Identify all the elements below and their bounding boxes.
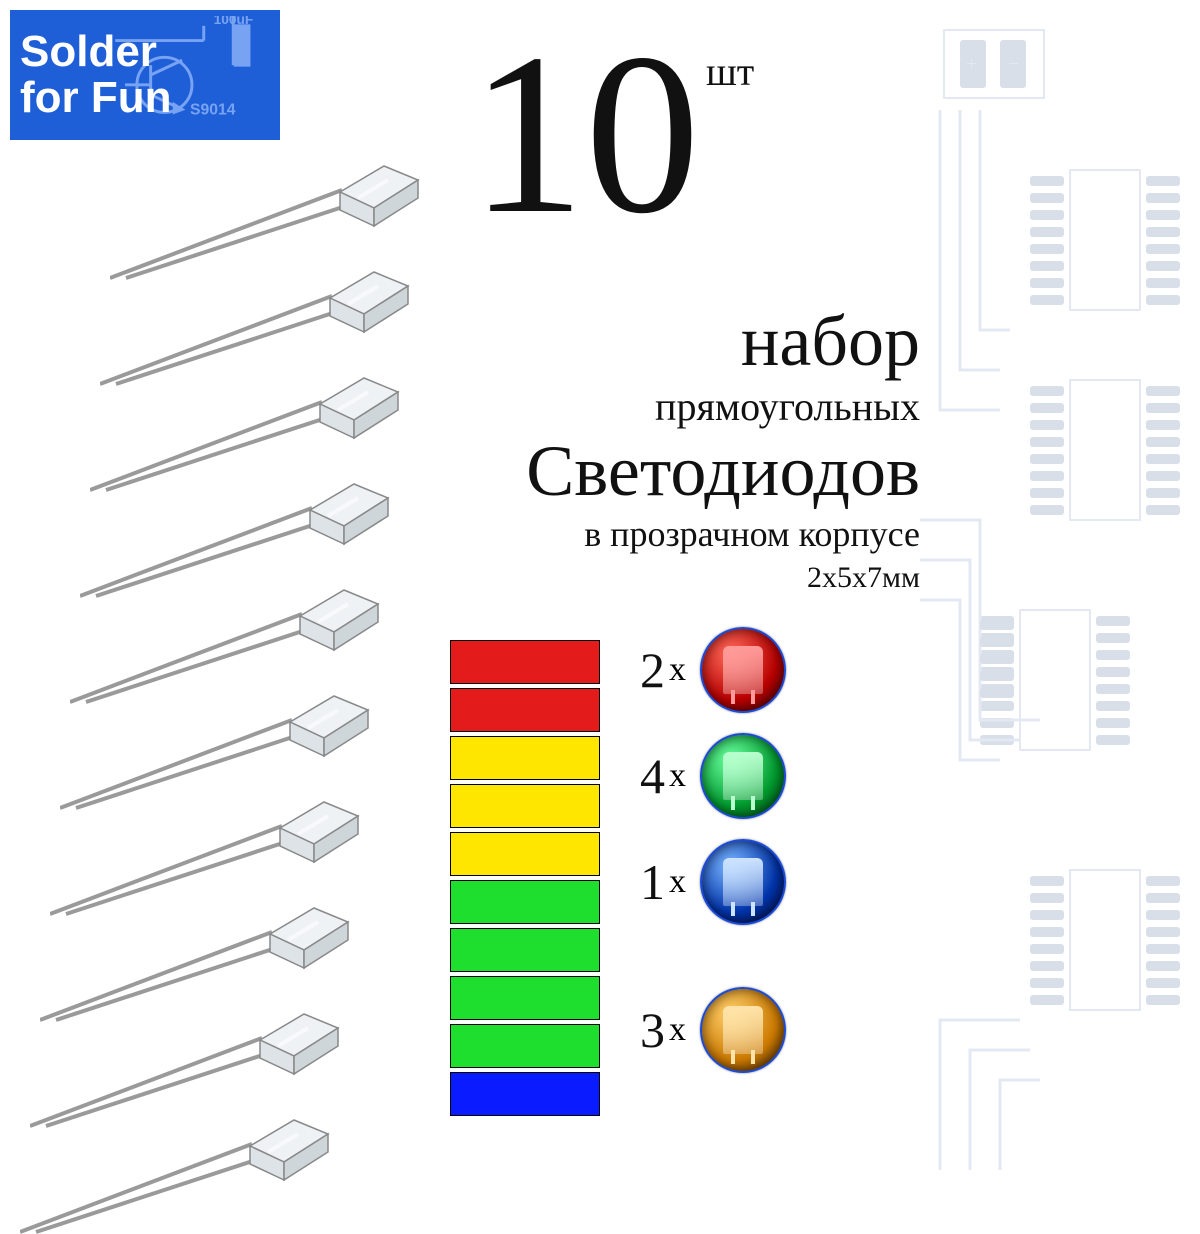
led-icon: [70, 584, 440, 682]
led-icon: [80, 478, 450, 576]
led-color-circle-icon: [700, 839, 786, 925]
title-size: 2х5х7мм: [380, 561, 920, 595]
color-bar: [450, 832, 600, 876]
title-line3: Светодиодов: [380, 430, 920, 513]
quantity-unit: шт: [706, 48, 754, 95]
brand-text: Solder for Fun: [20, 29, 172, 121]
count-row: 1 x: [640, 838, 786, 926]
led-icon: [110, 160, 480, 258]
count-number: 2: [640, 641, 665, 699]
quantity-number: 10: [470, 30, 700, 237]
color-bar: [450, 976, 600, 1020]
led-color-circle-icon: [700, 987, 786, 1073]
circuit-decoration: +−: [900, 20, 1200, 1180]
count-number: 4: [640, 747, 665, 805]
color-bar: [450, 880, 600, 924]
led-icon: [30, 1008, 400, 1106]
brand-line2: for Fun: [20, 75, 172, 121]
count-x: x: [665, 651, 686, 689]
led-icon: [100, 266, 470, 364]
count-row: 3 x: [640, 986, 786, 1074]
count-number: 3: [640, 1001, 665, 1059]
led-icon: [90, 372, 460, 470]
svg-text:100uF: 100uF: [214, 16, 254, 27]
led-icon: [40, 902, 410, 1000]
title-line4: в прозрачном корпусе: [380, 513, 920, 555]
quantity-block: 10 шт: [470, 30, 754, 237]
count-x: x: [665, 757, 686, 795]
svg-text:S9014: S9014: [190, 101, 236, 118]
color-bar: [450, 1024, 600, 1068]
svg-text:+: +: [966, 53, 977, 75]
svg-text:−: −: [1008, 53, 1019, 75]
led-icon: [50, 796, 420, 894]
led-color-circle-icon: [700, 733, 786, 819]
count-x: x: [665, 1011, 686, 1049]
color-bar: [450, 1072, 600, 1116]
count-x: x: [665, 863, 686, 901]
color-bar: [450, 640, 600, 684]
count-number: 1: [640, 853, 665, 911]
led-icon: [20, 1114, 390, 1212]
led-color-circle-icon: [700, 627, 786, 713]
led-photo-column: [0, 160, 370, 1220]
led-icon: [60, 690, 430, 788]
counts-column: 2 x 4 x 1 x 3 x: [640, 626, 786, 1092]
brand-line1: Solder: [20, 29, 172, 75]
count-row: 2 x: [640, 626, 786, 714]
brand-logo: Solder for Fun 100uF S9014: [10, 10, 280, 140]
color-bar: [450, 784, 600, 828]
color-bar: [450, 736, 600, 780]
color-bar: [450, 928, 600, 972]
color-bar-column: [450, 640, 600, 1120]
title-line2: прямоугольных: [380, 383, 920, 430]
color-bar: [450, 688, 600, 732]
count-row: 4 x: [640, 732, 786, 820]
